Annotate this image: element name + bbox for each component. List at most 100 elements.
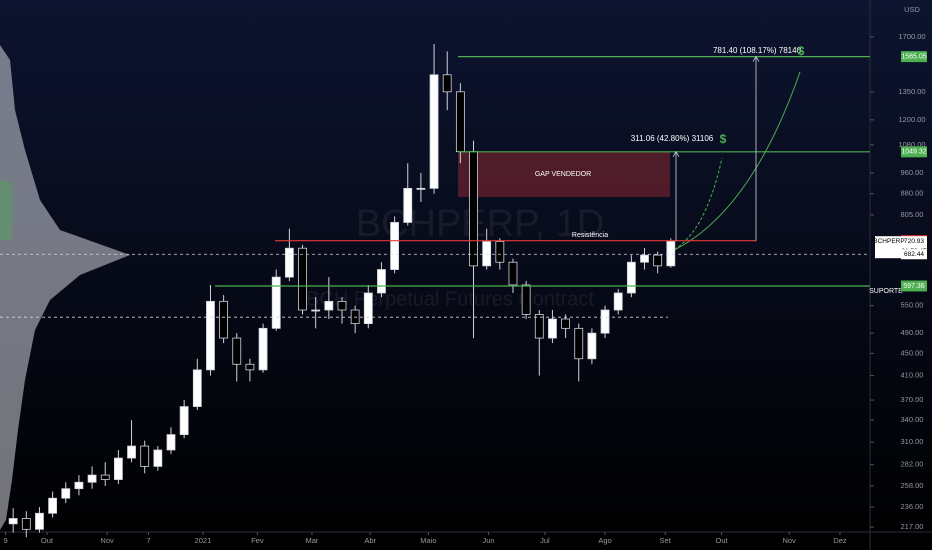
candle-body [232, 337, 242, 365]
x-tick-label: 7 [146, 536, 150, 545]
target-icon: $ [798, 44, 805, 58]
y-tick-label: 310.00 [901, 437, 924, 446]
x-tick-label: Set [660, 536, 672, 545]
x-tick-label: Fev [251, 536, 264, 545]
candle-body [113, 457, 123, 480]
y-tick-label: 340.00 [901, 415, 924, 424]
level-tag [901, 280, 927, 292]
candle-body [469, 151, 478, 267]
candle-body [521, 284, 531, 315]
x-tick-label: Mar [305, 536, 318, 545]
candle-body [390, 222, 400, 270]
y-tick-label: 282.00 [901, 460, 924, 469]
candle-body [48, 497, 58, 514]
target-icon: $ [720, 132, 727, 146]
candle-body [574, 327, 584, 360]
candle-body [258, 327, 268, 371]
candle-body [482, 241, 492, 267]
candle-body [377, 269, 386, 294]
candle-body [534, 314, 544, 339]
candle-body [284, 247, 294, 278]
level-tag [901, 249, 927, 260]
candle-body [653, 254, 663, 267]
level-tag-label: 1049.32 [901, 149, 926, 156]
candle-body [140, 445, 150, 467]
x-tick-label: Maio [420, 536, 436, 545]
candle-body [61, 488, 71, 499]
measure-label: 781.40 (108.17%) 78140 [713, 46, 802, 55]
x-tick-label: Jun [483, 536, 495, 545]
y-tick-label: 960.00 [901, 168, 924, 177]
y-tick-label: 217.00 [901, 522, 924, 531]
gap-label: GAP VENDEDOR [535, 171, 591, 178]
x-tick-label: Out [41, 536, 54, 545]
candle-body [324, 300, 334, 311]
candle-body [337, 300, 347, 311]
y-tick-label: 1350.00 [898, 87, 925, 96]
candle-body [403, 187, 413, 223]
y-tick-label: 805.00 [901, 210, 924, 219]
candle-body [666, 240, 676, 267]
candle-body [626, 261, 636, 294]
x-tick-label: Abr [364, 536, 376, 545]
currency-label: USD [904, 5, 920, 14]
candle-body [363, 292, 373, 325]
y-tick-label: 258.00 [901, 481, 924, 490]
candle-body [206, 300, 215, 371]
x-tick-label: Nov [100, 536, 114, 545]
x-tick-label: Ago [598, 536, 611, 545]
candle-body [298, 247, 307, 311]
candle-body [600, 309, 610, 334]
level-tag-label: 1565.05 [901, 53, 926, 60]
level-tag [901, 51, 927, 63]
candle-body [192, 369, 202, 407]
x-tick-label: Jul [540, 536, 550, 545]
x-tick-label: Dez [833, 536, 847, 545]
level-tag [901, 146, 927, 158]
candle-body [416, 187, 426, 190]
measure-label: 311.06 (42.80%) 31106 [631, 134, 714, 143]
resistance-label: Resistência [572, 232, 608, 239]
candle-body [548, 318, 557, 339]
measure-arrow-head [672, 151, 680, 158]
y-tick-label: 1080.00 [898, 140, 925, 149]
candle-body [153, 449, 163, 467]
x-tick-label: 9 [4, 536, 8, 545]
level-tag-label: 682.44 [904, 251, 924, 258]
candle-body [271, 276, 281, 329]
y-tick-label: 1700.00 [898, 32, 925, 41]
candle-body [587, 332, 597, 360]
candle-body [455, 91, 465, 153]
y-tick-label: 490.00 [901, 328, 924, 337]
candle-body [87, 474, 97, 483]
y-tick-label: 450.00 [901, 348, 924, 357]
volume-profile [0, 45, 130, 530]
candle-body [179, 406, 189, 436]
candle-body [166, 434, 176, 451]
y-tick-label: 410.00 [901, 371, 924, 380]
candle-body [219, 300, 229, 339]
candle-body [508, 261, 518, 286]
candle-body [640, 254, 649, 263]
candle-body [442, 74, 452, 93]
candle-body [613, 292, 623, 311]
candle-body [100, 474, 110, 480]
gap-zone [458, 152, 670, 197]
candle-body [429, 74, 439, 189]
candle-body [311, 309, 321, 312]
y-tick-label: 370.00 [901, 395, 924, 404]
x-tick-label: Out [716, 536, 729, 545]
candle-body [245, 363, 255, 371]
candle-body [35, 512, 44, 530]
measure-arrow-head [752, 55, 760, 62]
candle-body [8, 518, 18, 525]
last-price-symbol: BCHPERP [873, 238, 904, 245]
candle-body [561, 318, 570, 329]
level-tag-label: 597.36 [903, 283, 925, 290]
y-tick-label: 1200.00 [898, 115, 925, 124]
watermark-description: BCH Perpetual Futures Contract [306, 288, 594, 310]
candle-body [495, 241, 505, 263]
candle-body [21, 518, 31, 530]
candle-body [127, 445, 136, 459]
